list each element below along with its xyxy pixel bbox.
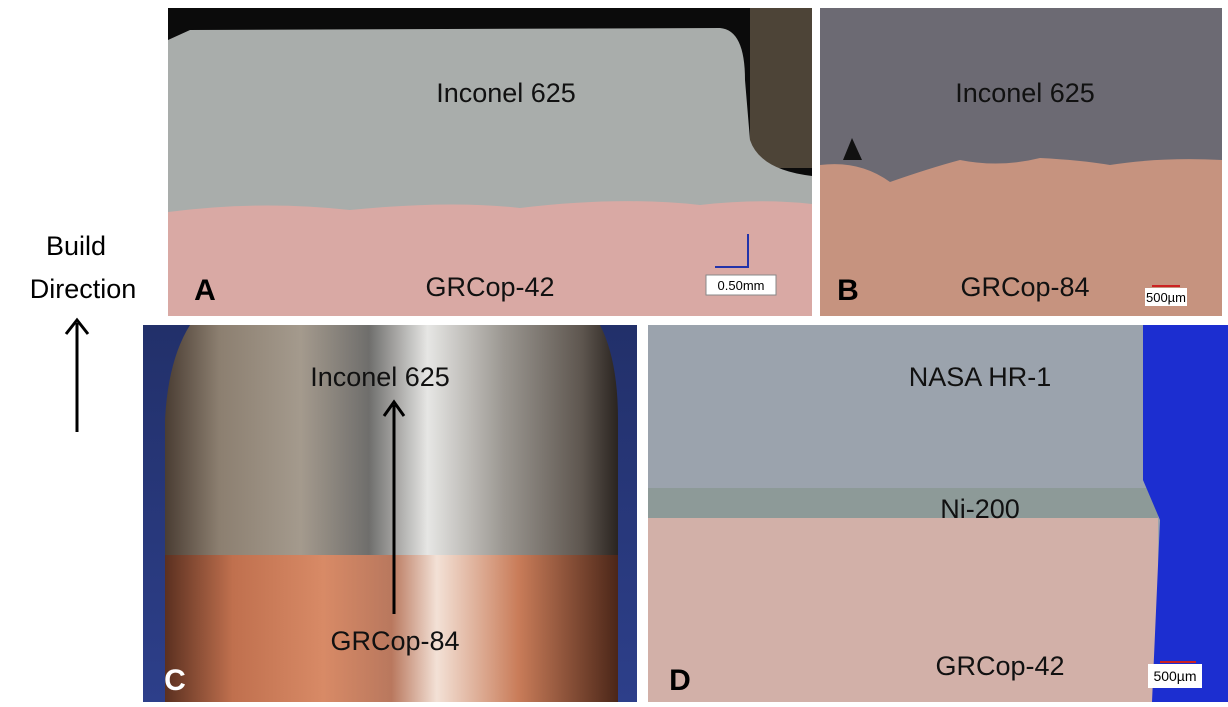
panel-letter: D — [669, 664, 691, 697]
panel-bottom-label: GRCop-42 — [935, 651, 1064, 681]
panel-top-label: Inconel 625 — [955, 78, 1095, 108]
side-label: Build Direction — [30, 231, 137, 432]
panel-top-label: NASA HR-1 — [909, 362, 1052, 392]
panel-a: Inconel 625 GRCop-42 A 0.50mm — [168, 8, 812, 316]
panel-letter: B — [837, 274, 859, 307]
figure: Build Direction Inconel 625 GRCop-42 A 0… — [0, 0, 1228, 702]
panel-bottom-label: GRCop-84 — [960, 272, 1089, 302]
panel-letter: C — [164, 664, 186, 697]
panel-letter: A — [194, 274, 216, 307]
panel-c: Inconel 625 GRCop-84 C — [143, 325, 637, 702]
side-label-line: Build — [46, 231, 106, 261]
scale-bar-label: 0.50mm — [718, 278, 765, 293]
panel-bottom-label: GRCop-84 — [330, 626, 459, 656]
panel-middle-label: Ni-200 — [940, 494, 1020, 524]
scale-bar-label: 500µm — [1153, 668, 1196, 684]
panel-d: NASA HR-1 Ni-200 GRCop-42 D 500µm — [648, 325, 1228, 702]
scale-bar-label: 500µm — [1146, 290, 1186, 305]
side-label-line: Direction — [30, 274, 137, 304]
panel-b: Inconel 625 GRCop-84 B 500µm — [820, 8, 1222, 316]
panel-top-label: Inconel 625 — [310, 362, 450, 392]
panel-bottom-label: GRCop-42 — [425, 272, 554, 302]
panel-top-label: Inconel 625 — [436, 78, 576, 108]
